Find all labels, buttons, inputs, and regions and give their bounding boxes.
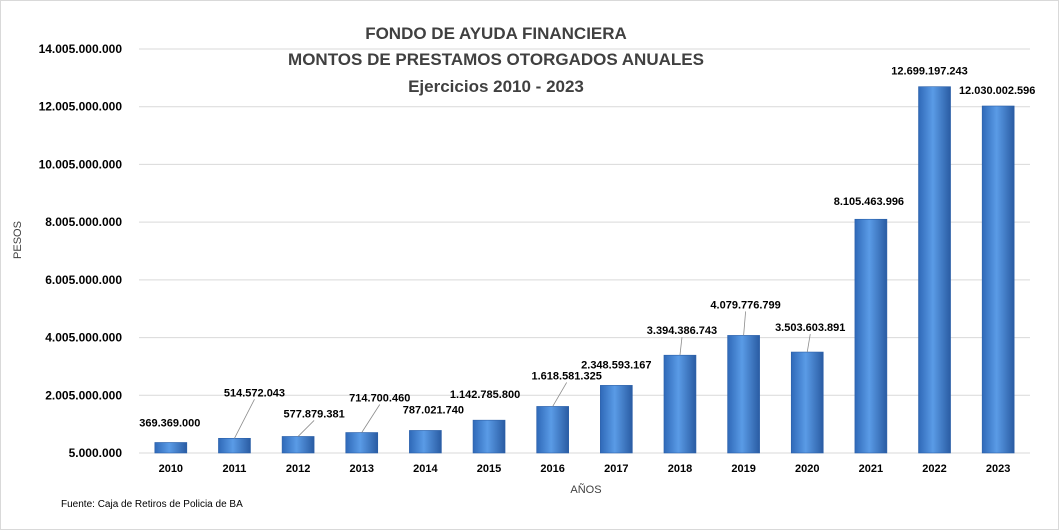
label-leader-line <box>234 399 255 439</box>
bar <box>727 335 760 454</box>
label-leader-line <box>361 404 381 433</box>
x-axis-ticks: 2010 2011 2012 2013 2014 2015 2016 2017 2018 2019… <box>159 463 1011 475</box>
x-axis-title: AÑOS <box>570 483 601 496</box>
y-tick-label: 5.000.000 <box>69 446 123 460</box>
source-note: Fuente: Caja de Retiros de Policia de BA <box>61 499 243 510</box>
y-tick-label: 8.005.000.000 <box>45 215 122 229</box>
x-tick-label: 2019 <box>731 463 755 475</box>
data-label: 2.348.593.167 <box>581 359 651 371</box>
data-label: 3.394.386.743 <box>647 325 717 337</box>
data-label: 787.021.740 <box>403 404 464 416</box>
bar <box>918 86 951 454</box>
chart-title: FONDO DE AYUDA FINANCIERA MONTOS DE PRES… <box>288 24 704 96</box>
data-label: 369.369.000 <box>139 417 200 429</box>
x-tick-label: 2023 <box>986 463 1010 475</box>
label-leader-line <box>679 337 683 356</box>
label-leaders <box>234 311 811 439</box>
bar <box>154 442 188 454</box>
y-tick-label: 2.005.000.000 <box>45 388 122 402</box>
data-labels: 369.369.000 514.572.043 577.879.381 714.700… <box>139 66 1035 430</box>
y-tick-label: 14.005.000.000 <box>39 42 123 56</box>
y-tick-label: 12.005.000.000 <box>39 100 123 114</box>
data-label: 577.879.381 <box>284 408 345 420</box>
data-label: 12.030.002.596 <box>959 85 1035 97</box>
x-tick-label: 2012 <box>286 463 310 475</box>
title-line-1: FONDO DE AYUDA FINANCIERA <box>365 24 627 43</box>
title-line-3: Ejercicios 2010 - 2023 <box>408 77 584 96</box>
bar <box>409 430 442 454</box>
y-tick-label: 6.005.000.000 <box>45 273 122 287</box>
y-tick-label: 4.005.000.000 <box>45 331 122 345</box>
bar <box>790 351 824 454</box>
x-tick-label: 2018 <box>668 463 692 475</box>
x-tick-label: 2010 <box>159 463 183 475</box>
bar <box>281 436 315 454</box>
data-label: 714.700.460 <box>349 393 410 405</box>
bar <box>345 432 379 454</box>
data-label: 4.079.776.799 <box>710 299 780 311</box>
data-label: 12.699.197.243 <box>891 66 967 78</box>
x-tick-label: 2015 <box>477 463 501 475</box>
y-tick-label: 10.005.000.000 <box>39 157 123 171</box>
label-leader-line <box>552 382 568 407</box>
x-tick-label: 2021 <box>859 463 883 475</box>
x-tick-label: 2014 <box>413 463 438 475</box>
x-tick-label: 2020 <box>795 463 819 475</box>
x-tick-label: 2017 <box>604 463 628 475</box>
data-label: 8.105.463.996 <box>834 196 904 208</box>
bar <box>854 218 888 454</box>
x-tick-label: 2022 <box>922 463 946 475</box>
bar <box>536 406 569 454</box>
y-axis-ticks: 5.000.000 2.005.000.000 4.005.000.000 6.005… <box>39 42 123 460</box>
x-tick-label: 2011 <box>223 463 247 475</box>
data-label: 3.503.603.891 <box>775 322 845 334</box>
label-leader-line <box>743 311 747 336</box>
bars <box>154 86 1015 454</box>
data-label: 514.572.043 <box>224 387 285 399</box>
bar <box>472 419 506 454</box>
label-leader-line <box>297 420 315 437</box>
x-tick-label: 2013 <box>350 463 374 475</box>
data-label: 1.142.785.800 <box>450 389 520 401</box>
bar <box>663 354 697 454</box>
bar <box>600 385 633 454</box>
bar <box>981 105 1015 454</box>
title-line-2: MONTOS DE PRESTAMOS OTORGADOS ANUALES <box>288 50 704 69</box>
label-leader-line <box>806 333 811 353</box>
x-tick-label: 2016 <box>540 463 564 475</box>
bar <box>218 437 251 454</box>
data-label: 1.618.581.325 <box>531 370 601 382</box>
y-axis-title: PESOS <box>12 221 24 259</box>
